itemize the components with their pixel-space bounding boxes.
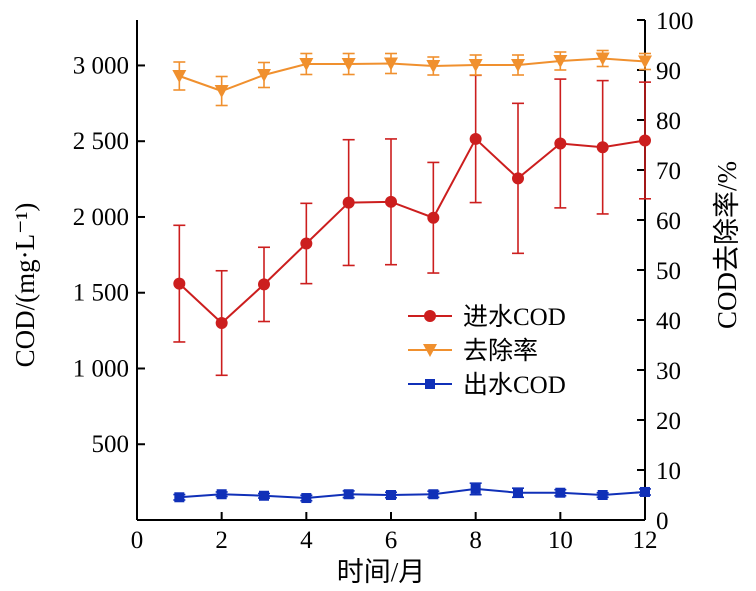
data-point	[596, 141, 609, 154]
legend-marker	[425, 379, 435, 389]
x-tick-label: 10	[548, 527, 573, 554]
data-point	[258, 278, 270, 291]
data-point	[470, 483, 481, 494]
right-axis-title: COD去除率/%	[712, 161, 742, 329]
data-point	[215, 317, 228, 330]
data-point	[343, 489, 354, 500]
data-point	[299, 58, 314, 71]
x-tick-label: 8	[469, 527, 482, 554]
left-tick-label: 2 000	[73, 204, 129, 231]
right-tick-label: 100	[656, 8, 694, 35]
data-point	[511, 59, 525, 72]
data-point	[639, 134, 651, 147]
data-point	[257, 69, 271, 82]
data-point	[638, 55, 652, 69]
right-tick-label: 60	[656, 208, 681, 235]
legend-label: 出水COD	[463, 371, 566, 399]
series-line	[178, 57, 646, 93]
x-axis-title: 时间/月	[337, 557, 426, 587]
data-point	[384, 57, 398, 71]
left-tick-label: 3 000	[73, 52, 129, 79]
right-tick-label: 30	[656, 358, 681, 385]
right-tick-label: 90	[656, 58, 681, 85]
data-point	[173, 277, 186, 290]
right-tick-label: 80	[656, 108, 681, 135]
data-point	[595, 52, 610, 66]
left-tick-label: 1 500	[73, 280, 129, 307]
series-0	[173, 74, 651, 377]
data-point	[512, 172, 524, 185]
left-tick-label: 500	[92, 431, 130, 458]
data-point	[555, 487, 566, 498]
series-1	[172, 49, 652, 107]
data-point	[341, 58, 356, 71]
legend-entry: 进水COD	[408, 303, 566, 331]
legend-label: 进水COD	[463, 303, 566, 331]
right-tick-label: 0	[656, 508, 669, 535]
data-point	[216, 489, 227, 500]
x-tick-label: 2	[215, 527, 228, 554]
x-tick-label: 4	[300, 527, 313, 554]
right-tick-label: 10	[656, 458, 681, 485]
series-2	[173, 482, 651, 504]
data-point	[468, 59, 483, 72]
legend-marker	[423, 344, 437, 357]
x-tick-label: 6	[385, 527, 398, 554]
data-point	[554, 137, 567, 150]
data-point	[513, 487, 523, 498]
legend-entry: 去除率	[408, 337, 538, 365]
series-line	[178, 137, 646, 325]
data-point	[174, 492, 185, 503]
data-point	[427, 211, 440, 224]
data-point	[259, 490, 269, 501]
right-tick-label: 40	[656, 308, 681, 335]
right-tick-label: 70	[656, 158, 681, 185]
right-tick-label: 50	[656, 258, 681, 285]
legend-marker	[424, 310, 436, 322]
left-axis-title: COD/(mg·L⁻¹)	[10, 203, 40, 368]
data-point	[300, 237, 313, 250]
data-point	[426, 60, 441, 73]
x-tick-label: 12	[633, 527, 658, 554]
data-point	[342, 196, 355, 209]
data-point	[553, 55, 568, 68]
legend-entry: 出水COD	[408, 371, 566, 399]
x-tick-label: 0	[131, 527, 144, 554]
series-line	[179, 487, 646, 500]
right-tick-label: 20	[656, 408, 681, 435]
left-tick-label: 1 000	[73, 355, 129, 382]
data-point	[597, 490, 608, 500]
data-point	[469, 132, 482, 145]
data-point	[301, 493, 312, 504]
data-point	[214, 85, 229, 98]
data-point	[172, 70, 187, 83]
data-point	[386, 490, 396, 500]
series-layer	[172, 49, 652, 504]
data-point	[640, 486, 650, 497]
left-tick-label: 2 500	[73, 128, 129, 155]
data-point	[428, 489, 439, 500]
legend-label: 去除率	[463, 337, 538, 365]
data-point	[385, 195, 397, 208]
